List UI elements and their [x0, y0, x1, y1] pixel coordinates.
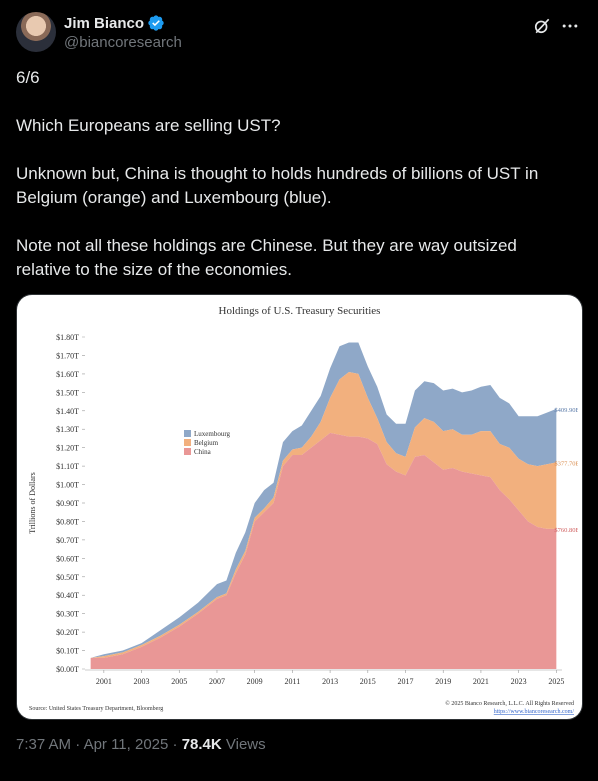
x-tick-label: 2011 [285, 677, 301, 686]
tweet-paragraph: 6/6 [16, 68, 40, 87]
tweet-date[interactable]: Apr 11, 2025 [83, 736, 169, 753]
x-tick-label: 2015 [360, 677, 376, 686]
y-tick-label: $0.10T [56, 647, 79, 656]
series-end-label: $409.90B [554, 407, 578, 414]
meta-separator: · [71, 736, 84, 753]
tweet-text: 6/6 Which Europeans are selling UST? Unk… [16, 66, 576, 306]
y-tick-label: $1.80T [56, 333, 79, 342]
chart-container: Holdings of U.S. Treasury Securities $0.… [21, 297, 578, 717]
series-china-area [90, 432, 557, 669]
y-tick-label: $1.00T [56, 481, 79, 490]
avatar[interactable] [16, 12, 56, 52]
x-tick-label: 2017 [398, 677, 414, 686]
x-tick-label: 2003 [134, 677, 150, 686]
x-tick-label: 2013 [322, 677, 338, 686]
x-tick-label: 2025 [548, 677, 564, 686]
legend-label: Belgium [194, 439, 219, 447]
series-end-label: $377.70B [554, 460, 578, 467]
x-tick-label: 2019 [435, 677, 451, 686]
tweet-time[interactable]: 7:37 AM [16, 736, 72, 753]
author-name-row: Jim Bianco [64, 14, 165, 32]
grok-icon[interactable] [532, 16, 552, 36]
y-tick-label: $0.60T [56, 554, 79, 563]
legend-swatch [184, 448, 191, 455]
y-tick-label: $1.40T [56, 407, 79, 416]
author-handle[interactable]: @biancoresearch [64, 34, 182, 51]
meta-separator: · [168, 736, 182, 753]
author-name[interactable]: Jim Bianco [64, 14, 145, 32]
legend-swatch [184, 430, 191, 437]
views-count: 78.4K [181, 736, 222, 753]
legend-label: China [194, 448, 212, 456]
x-tick-label: 2001 [96, 677, 112, 686]
views-label: Views [221, 736, 266, 753]
y-tick-label: $1.10T [56, 462, 79, 471]
chart-title: Holdings of U.S. Treasury Securities [218, 305, 381, 317]
x-tick-label: 2009 [247, 677, 263, 686]
y-tick-label: $1.30T [56, 425, 79, 434]
chart-copyright: © 2025 Bianco Research, L.L.C. All Right… [445, 700, 574, 707]
y-tick-label: $0.90T [56, 499, 79, 508]
series-luxembourg-area [90, 342, 557, 658]
treasury-holdings-chart: $0.00T $0.10T $0.20T $0.30T $0.40T $0.50T $0.6… [28, 333, 578, 715]
tweet-paragraph: Note not all these holdings are Chinese.… [16, 236, 517, 279]
chart-image[interactable]: Holdings of U.S. Treasury Securities $0.… [16, 294, 583, 720]
y-tick-label: $0.40T [56, 591, 79, 600]
y-tick-label: $1.20T [56, 444, 79, 453]
legend-label: Luxembourg [194, 430, 231, 438]
y-tick-label: $0.20T [56, 628, 79, 637]
series-end-label: $760.80B [554, 527, 578, 534]
legend-swatch [184, 439, 191, 446]
more-icon[interactable] [560, 16, 580, 36]
y-tick-label: $0.70T [56, 536, 79, 545]
x-tick-label: 2021 [473, 677, 489, 686]
y-tick-label: $0.00T [56, 665, 79, 674]
series-belgium-area [90, 372, 557, 658]
chart-url: https://www.biancoresearch.com/ [494, 709, 575, 715]
y-tick-label: $0.50T [56, 573, 79, 582]
y-tick-label: $1.50T [56, 388, 79, 397]
verified-badge-icon [148, 15, 164, 31]
tweet-paragraph: Which Europeans are selling UST? [16, 116, 281, 135]
x-tick-label: 2005 [171, 677, 187, 686]
x-tick-label: 2007 [209, 677, 225, 686]
y-axis-label: Trillions of Dollars [28, 472, 37, 534]
y-tick-label: $0.30T [56, 610, 79, 619]
tweet-header: Jim Bianco @biancoresearch [16, 10, 582, 54]
y-tick-label: $1.70T [56, 351, 79, 360]
tweet-meta: 7:37 AM · Apr 11, 2025 · 78.4K Views [16, 736, 266, 753]
y-tick-label: $1.60T [56, 370, 79, 379]
chart-source: Source: United States Treasury Departmen… [29, 706, 163, 712]
tweet-paragraph: Unknown but, China is thought to holds h… [16, 164, 539, 207]
y-tick-label: $0.80T [56, 517, 79, 526]
x-tick-label: 2023 [511, 677, 527, 686]
